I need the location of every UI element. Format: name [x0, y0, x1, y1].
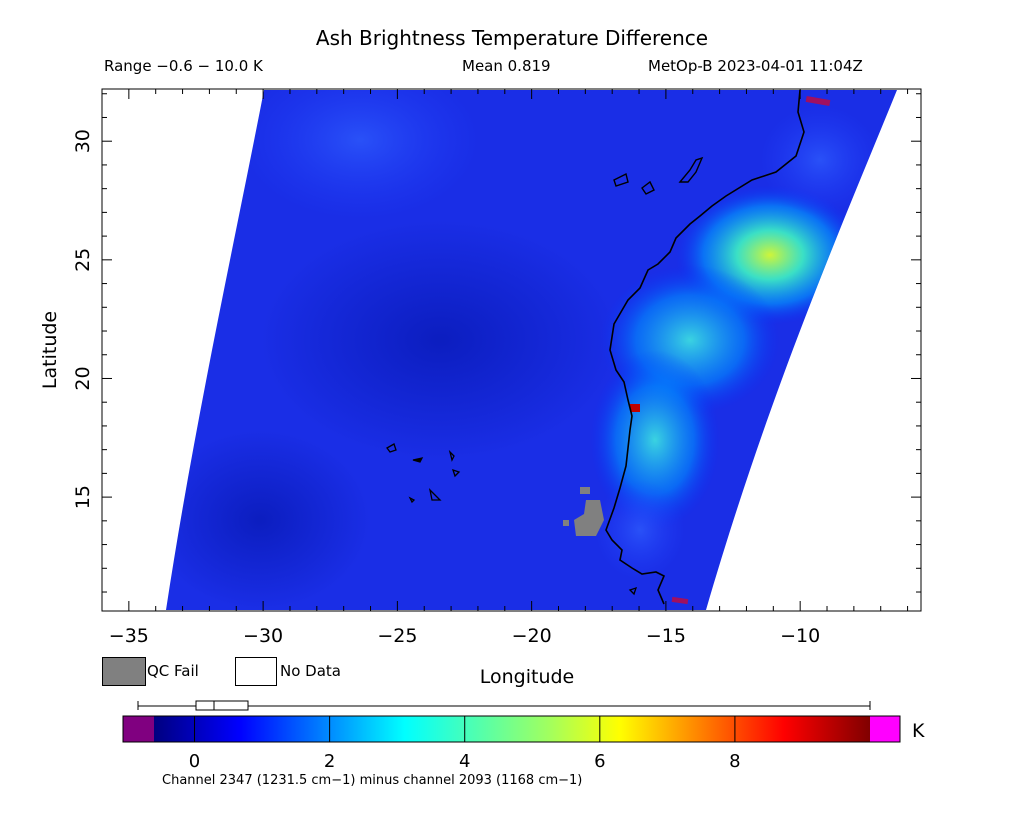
colorbar-over — [870, 716, 900, 742]
colorbar-gradient — [154, 716, 870, 742]
no-data-swatch — [235, 657, 277, 686]
qc-fail-swatch — [102, 657, 146, 686]
colorbar-under — [123, 716, 154, 742]
no-data-label: No Data — [280, 662, 341, 680]
channel-footer: Channel 2347 (1231.5 cm−1) minus channel… — [162, 773, 583, 788]
chart-title: Ash Brightness Temperature Difference — [315, 26, 709, 50]
colorbar-tick-label: 8 — [729, 751, 740, 772]
hot-pixel — [805, 95, 831, 107]
swath-shading — [260, 220, 620, 460]
coastline — [605, 89, 805, 605]
y-axis-label: Latitude — [39, 311, 61, 389]
plot-frame — [101, 88, 922, 612]
canary-islands — [613, 156, 704, 195]
x-tick-label: −20 — [512, 625, 552, 647]
ash-plume — [595, 480, 685, 580]
mean-text: Mean 0.819 — [462, 57, 551, 75]
colorbar-tick-label: 6 — [594, 751, 605, 772]
y-tick-label: 15 — [72, 485, 94, 509]
colorbar-ticks: 0 2 4 6 8 — [189, 716, 741, 772]
x-tick-label: −25 — [377, 625, 417, 647]
x-axis-label: Longitude — [479, 666, 575, 688]
x-tick-label: −30 — [243, 625, 283, 647]
hot-pixel — [630, 404, 640, 412]
cape-verde-islands — [386, 443, 638, 596]
swath-shading — [166, 430, 370, 610]
x-tick-label: −15 — [646, 625, 686, 647]
colorbar-tick-label: 2 — [324, 751, 335, 772]
colorbar-tick-label: 4 — [459, 751, 470, 772]
qc-fail-region — [563, 487, 604, 536]
colorbar-border — [122, 715, 901, 743]
colorbar-unit: K — [912, 720, 925, 742]
qc-fail-label: QC Fail — [147, 662, 199, 680]
colorbar-tick-label: 0 — [189, 751, 200, 772]
colorbar: 0 2 4 6 8 — [122, 700, 901, 772]
distribution-boxplot — [137, 700, 871, 711]
x-tick-label: −35 — [109, 625, 149, 647]
x-tick-label: −10 — [780, 625, 820, 647]
axis-ticks: −35 −30 −25 −20 −15 −10 15 20 25 30 — [72, 89, 921, 647]
swath-shading — [240, 90, 480, 220]
ash-plume — [760, 105, 880, 215]
y-tick-label: 25 — [72, 248, 94, 272]
hot-pixel — [671, 596, 689, 605]
satellite-timestamp: MetOp-B 2023-04-01 11:04Z — [648, 57, 863, 75]
y-tick-label: 30 — [72, 129, 94, 153]
y-tick-label: 20 — [72, 366, 94, 390]
range-text: Range −0.6 − 10.0 K — [104, 57, 263, 75]
